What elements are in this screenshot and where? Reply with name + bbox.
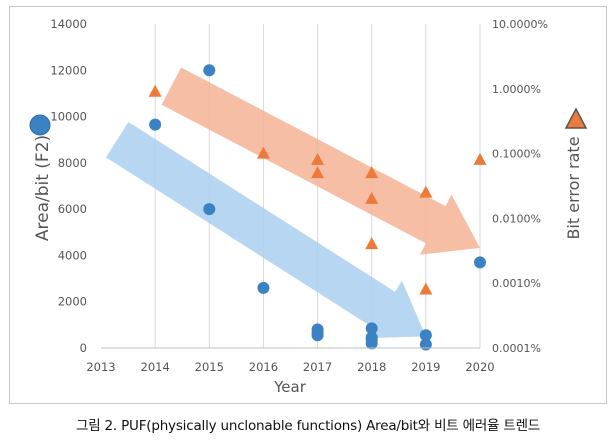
y-tick-label-right: 1.0000% bbox=[492, 83, 541, 96]
area-point bbox=[365, 322, 378, 335]
y-tick-label-right: 10.0000% bbox=[492, 18, 548, 31]
y-tick-label-left: 4000 bbox=[58, 248, 87, 262]
y-tick-label-left: 6000 bbox=[58, 202, 87, 216]
chart: 2013 2014 2015 2016 2017 2018 2019 2020 0 2000 400… bbox=[29, 17, 588, 396]
ber-point bbox=[473, 152, 487, 165]
x-tick-label: 2019 bbox=[411, 360, 440, 374]
ber-point bbox=[311, 152, 325, 165]
trend-arrows bbox=[106, 67, 480, 339]
x-tick-label: 2014 bbox=[141, 360, 170, 374]
area-point bbox=[419, 338, 432, 351]
y-tick-label-left: 10000 bbox=[50, 110, 87, 124]
x-tick-label: 2016 bbox=[249, 360, 278, 374]
figure-caption: 그림 2. PUF(physically unclonable function… bbox=[75, 418, 541, 434]
y-tick-label-left: 0 bbox=[80, 341, 87, 355]
y-axis-label-left: Area/bit (F2) bbox=[33, 135, 53, 241]
x-tick-label: 2018 bbox=[357, 360, 386, 374]
area-point bbox=[474, 256, 486, 269]
area-point bbox=[203, 64, 216, 77]
y-tick-label-right: 0.0100% bbox=[492, 212, 541, 225]
y-tick-label-left: 12000 bbox=[50, 63, 87, 77]
y-tick-label-left: 2000 bbox=[58, 295, 87, 309]
area-trend-arrow bbox=[106, 122, 426, 339]
y-tick-label-right: 0.0001% bbox=[492, 342, 541, 355]
area-point bbox=[149, 118, 162, 131]
ber-point bbox=[419, 282, 433, 295]
ber-point bbox=[365, 237, 379, 250]
legend-markers bbox=[29, 107, 588, 136]
ber-legend-marker bbox=[564, 107, 588, 129]
y-axis-label-right: Bit error rate bbox=[564, 136, 583, 239]
area-point bbox=[311, 329, 324, 342]
ber-point bbox=[311, 166, 325, 179]
y-tick-label-right: 0.1000% bbox=[492, 148, 541, 161]
ber-point bbox=[256, 146, 270, 159]
x-tick-label: 2020 bbox=[465, 360, 494, 374]
ber-point bbox=[419, 185, 433, 198]
ber-point bbox=[365, 166, 379, 179]
y-tick-label-left: 14000 bbox=[50, 17, 87, 31]
ber-point bbox=[365, 191, 379, 204]
area-point bbox=[257, 281, 270, 294]
x-tick-label: 2017 bbox=[303, 360, 332, 374]
area-point bbox=[365, 337, 378, 350]
axes: 2013 2014 2015 2016 2017 2018 2019 2020 0 2000 400… bbox=[50, 17, 548, 374]
x-tick-label: 2013 bbox=[86, 360, 115, 374]
area-point bbox=[203, 203, 216, 216]
data-marks bbox=[148, 64, 487, 351]
area-point bbox=[419, 329, 432, 342]
area-legend-marker bbox=[29, 114, 51, 136]
chart-frame bbox=[9, 6, 607, 404]
ber-point bbox=[148, 84, 162, 97]
y-tick-label-right: 0.0010% bbox=[492, 277, 541, 290]
x-tick-label: 2015 bbox=[195, 360, 224, 374]
x-axis-label: Year bbox=[273, 378, 307, 396]
y-tick-label-left: 8000 bbox=[58, 156, 87, 170]
